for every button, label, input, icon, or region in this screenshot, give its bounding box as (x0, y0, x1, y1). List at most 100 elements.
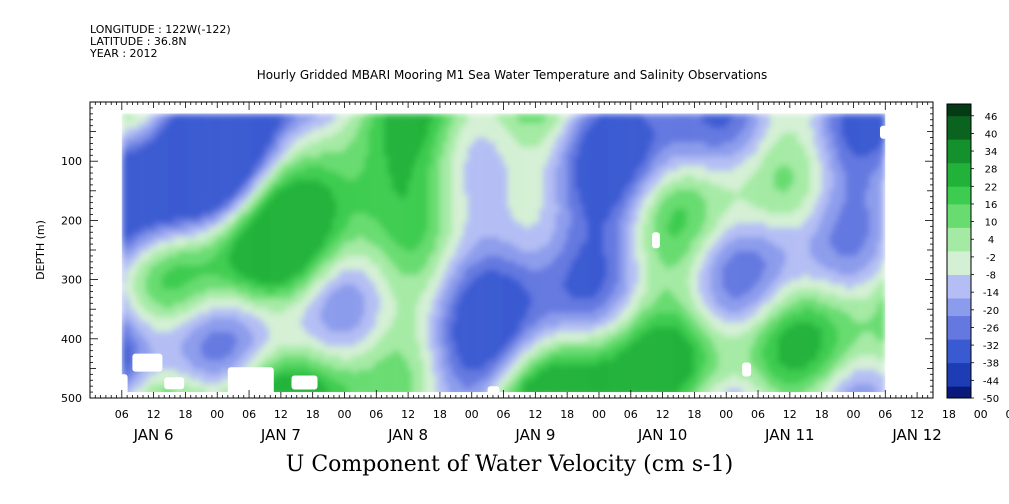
x-tick-label: 18 (560, 408, 574, 421)
x-tick-label: 18 (433, 408, 447, 421)
y-tick-label: 400 (61, 333, 82, 346)
colorbar-swatch (947, 133, 971, 140)
colorbar-swatch (947, 251, 971, 258)
colorbar-swatch (947, 386, 971, 393)
plot-axes (89, 101, 934, 399)
x-axis-day-labels: JAN 6 JAN 7 JAN 8 JAN 9 JAN 10 JAN 11 JAN 12 (133, 426, 942, 444)
longitude-label: LONGITUDE : 122W(-122) (90, 23, 231, 36)
x-tick-label: 18 (178, 408, 192, 421)
x-tick-label: 12 (274, 408, 288, 421)
colorbar-swatch (947, 286, 971, 293)
colorbar-swatch (947, 268, 971, 275)
x-tick-label: 18 (815, 408, 829, 421)
colorbar-swatch (947, 162, 971, 170)
colorbar-swatch (947, 203, 971, 211)
colorbar-swatch (947, 321, 971, 328)
colorbar-tick-label: -44 (983, 376, 999, 387)
colorbar-swatch (947, 239, 971, 246)
colorbar-swatch (947, 104, 971, 111)
colorbar-swatch (947, 303, 971, 311)
colorbar-tick-label: -2 (986, 253, 996, 264)
colorbar-swatch (947, 121, 971, 128)
y-tick-label: 200 (61, 214, 82, 227)
colorbar-swatch (947, 327, 971, 334)
y-tick-label: 100 (61, 155, 82, 168)
y-tick-label: 300 (61, 274, 82, 287)
colorbar-swatch (947, 362, 971, 369)
colorbar-swatch (947, 262, 971, 270)
colorbar-swatch (947, 345, 971, 352)
colorbar-swatch (947, 233, 971, 240)
colorbar-swatch (947, 350, 971, 358)
colorbar-swatch (947, 256, 971, 264)
colorbar-tick-label: -50 (983, 394, 999, 405)
colorbar-tick-label: 46 (985, 112, 998, 123)
colorbar-swatch (947, 309, 971, 317)
x-tick-label: 12 (656, 408, 670, 421)
x-tick-label: 06 (1006, 408, 1009, 421)
colorbar-swatch (947, 380, 971, 387)
colorbar-swatch (947, 339, 971, 346)
colorbar-swatch (947, 192, 971, 199)
x-tick-label: 06 (751, 408, 765, 421)
y-axis-tick-labels: 100 200 300 400 500 (61, 155, 82, 405)
colorbar-swatch (947, 245, 971, 252)
colorbar-swatch (947, 174, 971, 181)
x-tick-label: 18 (942, 408, 956, 421)
colorbar-swatch (947, 292, 971, 299)
colorbar-tick-label: 16 (985, 200, 998, 211)
colorbar-swatch (947, 180, 971, 187)
colorbar-swatch (947, 215, 971, 222)
x-tick-label: 12 (401, 408, 415, 421)
colorbar-tick-label: -8 (986, 271, 996, 282)
colorbar-tick-label: 34 (985, 147, 998, 158)
colorbar-swatch (947, 280, 971, 287)
colorbar-swatch (947, 145, 971, 152)
colorbar-swatch (947, 115, 971, 123)
day-label: JAN 7 (260, 426, 301, 444)
x-tick-label: 00 (719, 408, 733, 421)
x-tick-label: 12 (528, 408, 542, 421)
x-tick-label: 06 (242, 408, 256, 421)
x-tick-label: 18 (687, 408, 701, 421)
x-tick-label: 06 (878, 408, 892, 421)
colorbar-swatch (947, 356, 971, 364)
year-label: YEAR : 2012 (90, 47, 158, 60)
colorbar-swatch (947, 368, 971, 375)
latitude-label: LATITUDE : 36.8N (90, 35, 187, 48)
colorbar-swatch (947, 315, 971, 322)
colorbar: 46 40 34 28 22 16 10 4 -2 -8 -14 -20 -26 -32 -38 -44 -50 (946, 103, 999, 405)
colorbar-swatch (947, 198, 971, 205)
x-axis-hour-labels: 06 12 18 00 06 12 18 00 06 12 18 00 06 12 18 00 06 12 18 00… (115, 408, 1009, 421)
colorbar-swatch (947, 298, 971, 305)
x-tick-label: 00 (974, 408, 988, 421)
colorbar-swatch (947, 186, 971, 193)
day-label: JAN 9 (514, 426, 555, 444)
colorbar-swatch (947, 209, 971, 217)
colorbar-swatch (947, 221, 971, 228)
colorbar-tick-label: -32 (983, 341, 999, 352)
colorbar-swatch (947, 333, 971, 340)
day-label: JAN 11 (764, 426, 815, 444)
variable-caption: U Component of Water Velocity (cm s-1) (285, 452, 734, 477)
day-label: JAN 8 (387, 426, 428, 444)
y-tick-label: 500 (61, 392, 82, 405)
x-tick-label: 06 (369, 408, 383, 421)
colorbar-tick-label: 28 (985, 165, 998, 176)
colorbar-swatch (947, 227, 971, 234)
x-tick-label: 00 (465, 408, 479, 421)
x-tick-label: 12 (783, 408, 797, 421)
day-label: JAN 10 (637, 426, 688, 444)
x-tick-label: 06 (115, 408, 129, 421)
x-tick-label: 06 (624, 408, 638, 421)
x-tick-label: 00 (210, 408, 224, 421)
colorbar-swatch (947, 127, 971, 134)
y-axis-label: DEPTH (m) (34, 220, 47, 280)
colorbar-tick-label: -14 (983, 288, 999, 299)
x-tick-label: 00 (847, 408, 861, 421)
x-tick-label: 00 (592, 408, 606, 421)
velocity-field (121, 113, 886, 397)
colorbar-swatch (947, 168, 971, 175)
colorbar-tick-label: 10 (985, 218, 998, 229)
